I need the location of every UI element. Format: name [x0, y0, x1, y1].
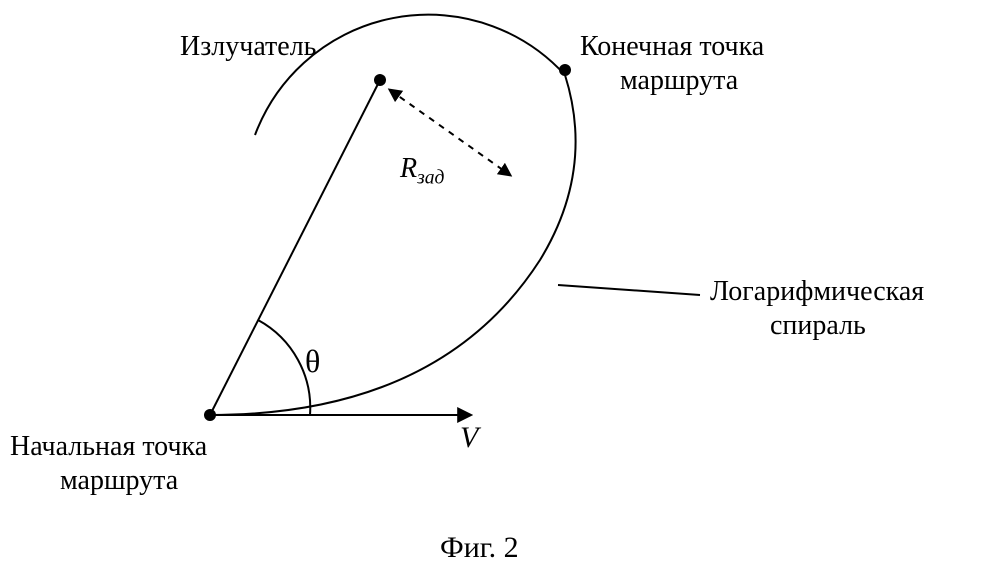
- emitter-dot: [374, 74, 386, 86]
- figure-caption: Фиг. 2: [440, 530, 519, 566]
- spiral-pointer: [558, 285, 700, 295]
- line-to-emitter: [210, 80, 380, 415]
- start-point-label-line1: Начальная точка: [10, 430, 207, 464]
- radius-label: Rзад: [400, 152, 444, 190]
- radius-base: R: [400, 153, 417, 184]
- start-point-label-line2: маршрута: [60, 464, 178, 498]
- spiral-label-line1: Логарифмическая: [710, 275, 924, 309]
- spiral-curve: [210, 75, 576, 415]
- end-point-dot: [559, 64, 571, 76]
- emitter-label: Излучатель: [180, 30, 316, 64]
- theta-arc: [258, 320, 310, 415]
- spiral-label-line2: спираль: [770, 309, 866, 343]
- end-point-label-line1: Конечная точка: [580, 30, 764, 64]
- theta-symbol: θ: [305, 342, 320, 380]
- start-point-dot: [204, 409, 216, 421]
- end-point-label-line2: маршрута: [620, 64, 738, 98]
- velocity-label: V: [460, 420, 478, 456]
- radius-sub: зад: [417, 168, 444, 189]
- diagram-container: Излучатель Конечная точка маршрута Начал…: [0, 0, 999, 582]
